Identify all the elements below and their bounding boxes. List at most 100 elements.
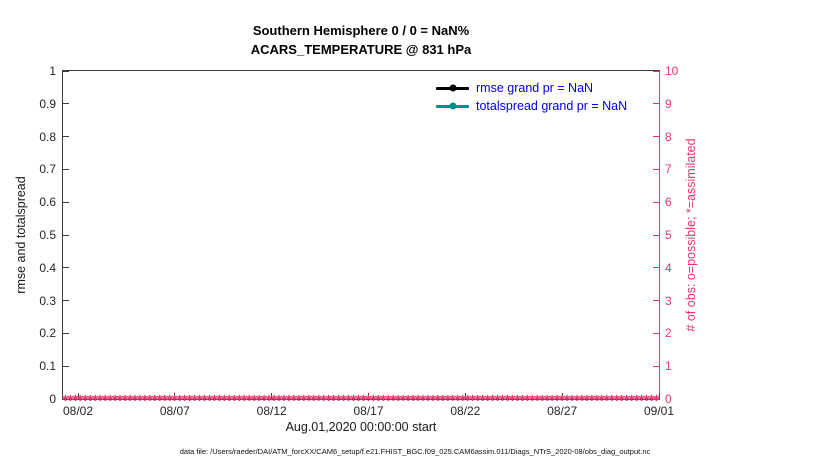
obs-assimilated-marker: ∗	[170, 392, 179, 404]
obs-possible-marker: ○	[321, 394, 327, 402]
x-axis-tick	[174, 393, 176, 399]
obs-assimilated-marker: ∗	[66, 392, 75, 404]
obs-possible-marker: ○	[410, 394, 416, 402]
obs-possible-marker: ○	[529, 394, 535, 402]
obs-assimilated-marker: ∗	[334, 392, 343, 404]
obs-assimilated-marker: ∗	[359, 392, 368, 404]
obs-assimilated-marker: ∗	[215, 392, 224, 404]
obs-assimilated-marker: ∗	[155, 392, 165, 404]
right-y-tick-label: 10	[665, 64, 679, 78]
data-file-caption: data file: /Users/raeder/DAI/ATM_forcXX/…	[179, 447, 651, 456]
right-y-tick-label: 5	[665, 228, 672, 242]
right-y-tick-label: 1	[665, 359, 672, 374]
obs-assimilated-marker: ∗	[309, 392, 319, 404]
obs-assimilated-marker: ∗	[81, 392, 90, 404]
obs-assimilated-marker: ∗	[120, 392, 130, 404]
obs-assimilated-marker: ∗	[264, 392, 274, 404]
obs-assimilated-marker: ∗	[274, 392, 284, 404]
obs-possible-marker: ○	[276, 394, 282, 402]
obs-possible-marker: ○	[182, 394, 188, 402]
obs-assimilated-marker: ∗	[160, 392, 170, 404]
x-axis-label: Aug.01,2020 00:00:00 start	[285, 420, 437, 434]
obs-assimilated-marker: ∗	[289, 392, 299, 404]
left-y-tick-label: 0.4	[39, 260, 56, 275]
obs-possible-marker: ○	[519, 394, 526, 402]
obs-possible-marker: ○	[231, 394, 237, 402]
left-axis-tick	[63, 136, 69, 138]
chart-title-line2: ACARS_TEMPERATURE @ 831 hPa	[250, 42, 472, 57]
obs-assimilated-marker: ∗	[548, 392, 557, 404]
obs-assimilated-marker: ∗	[299, 392, 309, 404]
x-tick-label: 08/22	[450, 404, 481, 418]
obs-assimilated-marker: ∗	[230, 392, 239, 404]
obs-possible-marker: ○	[559, 394, 565, 402]
obs-assimilated-marker: ∗	[175, 392, 184, 404]
obs-possible-marker: ○	[296, 394, 302, 402]
left-axis-tick	[63, 201, 69, 203]
left-y-tick-label: 0.9	[39, 96, 56, 111]
left-axis-tick	[63, 365, 69, 367]
obs-assimilated-marker: ∗	[259, 392, 269, 404]
obs-assimilated-marker: ∗	[344, 392, 353, 404]
obs-possible-marker: ○	[465, 394, 471, 402]
obs-assimilated-marker: ∗	[135, 392, 145, 404]
obs-possible-marker: ○	[385, 394, 391, 402]
left-y-tick-label: 0.8	[39, 129, 56, 144]
obs-possible-marker: ○	[499, 394, 506, 402]
obs-assimilated-marker: ∗	[96, 392, 105, 404]
obs-assimilated-marker: ∗	[195, 392, 204, 404]
right-axis-tick	[653, 234, 659, 236]
x-tick-label: 08/12	[256, 404, 287, 418]
obs-assimilated-marker: ∗	[91, 392, 100, 404]
obs-assimilated-marker: ∗	[130, 392, 140, 404]
obs-assimilated-marker: ∗	[433, 392, 443, 404]
obs-possible-marker: ○	[574, 394, 580, 402]
obs-assimilated-marker: ∗	[468, 392, 477, 404]
obs-possible-marker: ○	[604, 394, 610, 402]
obs-possible-marker: ○	[485, 394, 491, 402]
obs-assimilated-marker: ∗	[250, 392, 259, 404]
legend: rmse grand pr = NaN totalspread grand pr …	[436, 79, 627, 115]
legend-item: rmse grand pr = NaN	[436, 79, 627, 97]
obs-possible-marker: ○	[77, 394, 83, 402]
left-axis-tick	[63, 332, 69, 334]
obs-possible-marker: ○	[72, 394, 79, 402]
obs-possible-marker: ○	[430, 394, 436, 402]
obs-assimilated-marker: ∗	[339, 392, 348, 404]
obs-assimilated-marker: ∗	[458, 392, 468, 404]
x-tick-label: 08/02	[62, 404, 94, 418]
obs-possible-marker: ○	[67, 394, 74, 402]
obs-possible-marker: ○	[634, 394, 640, 402]
obs-assimilated-marker: ∗	[145, 392, 155, 404]
obs-assimilated-marker: ∗	[552, 392, 562, 404]
obs-assimilated-marker: ∗	[577, 392, 587, 404]
obs-possible-marker: ○	[87, 394, 93, 402]
obs-assimilated-marker: ∗	[150, 392, 160, 404]
obs-possible-marker: ○	[405, 394, 411, 402]
obs-assimilated-marker: ∗	[518, 392, 527, 404]
obs-assimilated-marker: ∗	[488, 392, 497, 404]
plot-area	[62, 70, 660, 400]
obs-possible-marker: ○	[107, 394, 113, 402]
legend-marker-dot	[449, 102, 456, 110]
obs-possible-marker: ○	[336, 394, 342, 402]
obs-assimilated-marker: ∗	[448, 392, 458, 404]
obs-assimilated-marker: ∗	[528, 392, 537, 404]
obs-assimilated-marker: ∗	[513, 392, 522, 404]
obs-possible-marker: ○	[241, 394, 247, 402]
obs-possible-marker: ○	[286, 394, 292, 402]
obs-possible-marker: ○	[251, 394, 257, 402]
obs-possible-marker: ○	[460, 394, 466, 402]
obs-possible-marker: ○	[355, 394, 362, 402]
obs-assimilated-marker: ∗	[523, 392, 532, 404]
obs-possible-marker: ○	[494, 394, 501, 402]
right-y-tick-label: 9	[665, 96, 672, 111]
right-axis-tick	[653, 103, 659, 105]
obs-assimilated-marker: ∗	[71, 392, 80, 404]
right-y-tick-label: 2	[665, 326, 672, 341]
left-axis-tick	[63, 398, 69, 400]
obs-assimilated-marker: ∗	[453, 392, 463, 404]
obs-assimilated-marker: ∗	[652, 392, 661, 404]
legend-line-sample	[436, 102, 469, 110]
obs-assimilated-marker: ∗	[543, 392, 552, 404]
